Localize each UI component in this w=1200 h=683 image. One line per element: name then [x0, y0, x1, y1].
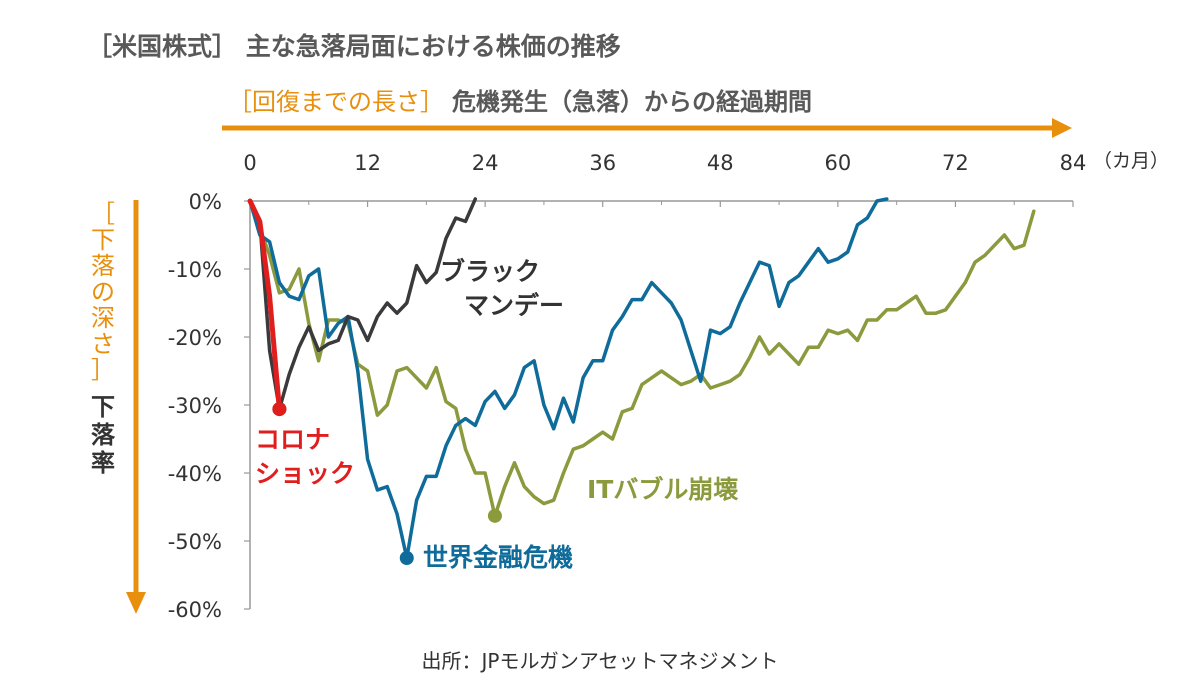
- x-tick-label: 60: [824, 151, 851, 175]
- x-tick-label: 0: [243, 151, 256, 175]
- y-axis-label-char: 落: [91, 421, 116, 449]
- y-axis-label-char: の: [91, 278, 115, 306]
- y-tick-label: -30%: [168, 394, 222, 418]
- corona-label: ショック: [255, 459, 355, 488]
- x-axis-label: 危機発生（急落）からの経過期間: [452, 88, 812, 116]
- y-axis-label: 下落率: [91, 393, 116, 477]
- corona-line: [247, 198, 282, 412]
- it-bubble-label: ITバブル崩壊: [587, 475, 738, 504]
- x-axis-unit: （カ月）: [1093, 150, 1169, 172]
- y-tick-label: -50%: [168, 530, 222, 554]
- y-axis-label-char: ［: [91, 200, 115, 228]
- y-axis-label-char: 率: [91, 449, 115, 477]
- y-axis-label-char: ］: [91, 356, 115, 384]
- gfc-line: [248, 197, 889, 560]
- x-axis-arrow-head: [1052, 118, 1072, 138]
- x-tick-label: 36: [589, 151, 616, 175]
- y-axis-label-char: 下: [91, 393, 115, 421]
- y-tick-label: -10%: [168, 258, 222, 282]
- y-tick-label: -20%: [168, 326, 222, 350]
- it-bubble-line: [248, 199, 1036, 518]
- x-axis-label-bracket: ［回復までの長さ］: [228, 88, 444, 116]
- x-tick-label: 12: [354, 151, 381, 175]
- it-bubble-marker: [487, 508, 502, 523]
- gfc-marker: [399, 551, 414, 565]
- x-tick-label: 72: [942, 151, 969, 175]
- gfc-label: 世界金融危機: [423, 543, 573, 572]
- y-axis-label-char: 下: [91, 226, 115, 254]
- y-axis-label-char: さ: [91, 330, 115, 358]
- y-axis-label-char: 落: [91, 252, 115, 280]
- corona-marker: [272, 402, 287, 417]
- x-tick-label: 24: [472, 151, 499, 175]
- y-axis-label-char: 深: [91, 304, 115, 332]
- y-axis-arrow-head: [126, 592, 146, 614]
- source-note: 出所：JPモルガンアセットマネジメント: [422, 649, 779, 673]
- x-tick-label: 84: [1060, 151, 1087, 175]
- black-monday-label: マンデー: [464, 291, 564, 320]
- black-monday-label: ブラック: [440, 257, 540, 286]
- y-tick-label: -40%: [168, 462, 222, 486]
- black-monday-line: [248, 197, 478, 411]
- y-tick-label: -60%: [168, 598, 222, 622]
- x-tick-label: 48: [707, 151, 734, 175]
- corona-label: コロナ: [255, 425, 330, 454]
- y-tick-label: 0%: [189, 190, 222, 214]
- chart-title: ［米国株式］ 主な急落局面における株価の推移: [87, 32, 621, 61]
